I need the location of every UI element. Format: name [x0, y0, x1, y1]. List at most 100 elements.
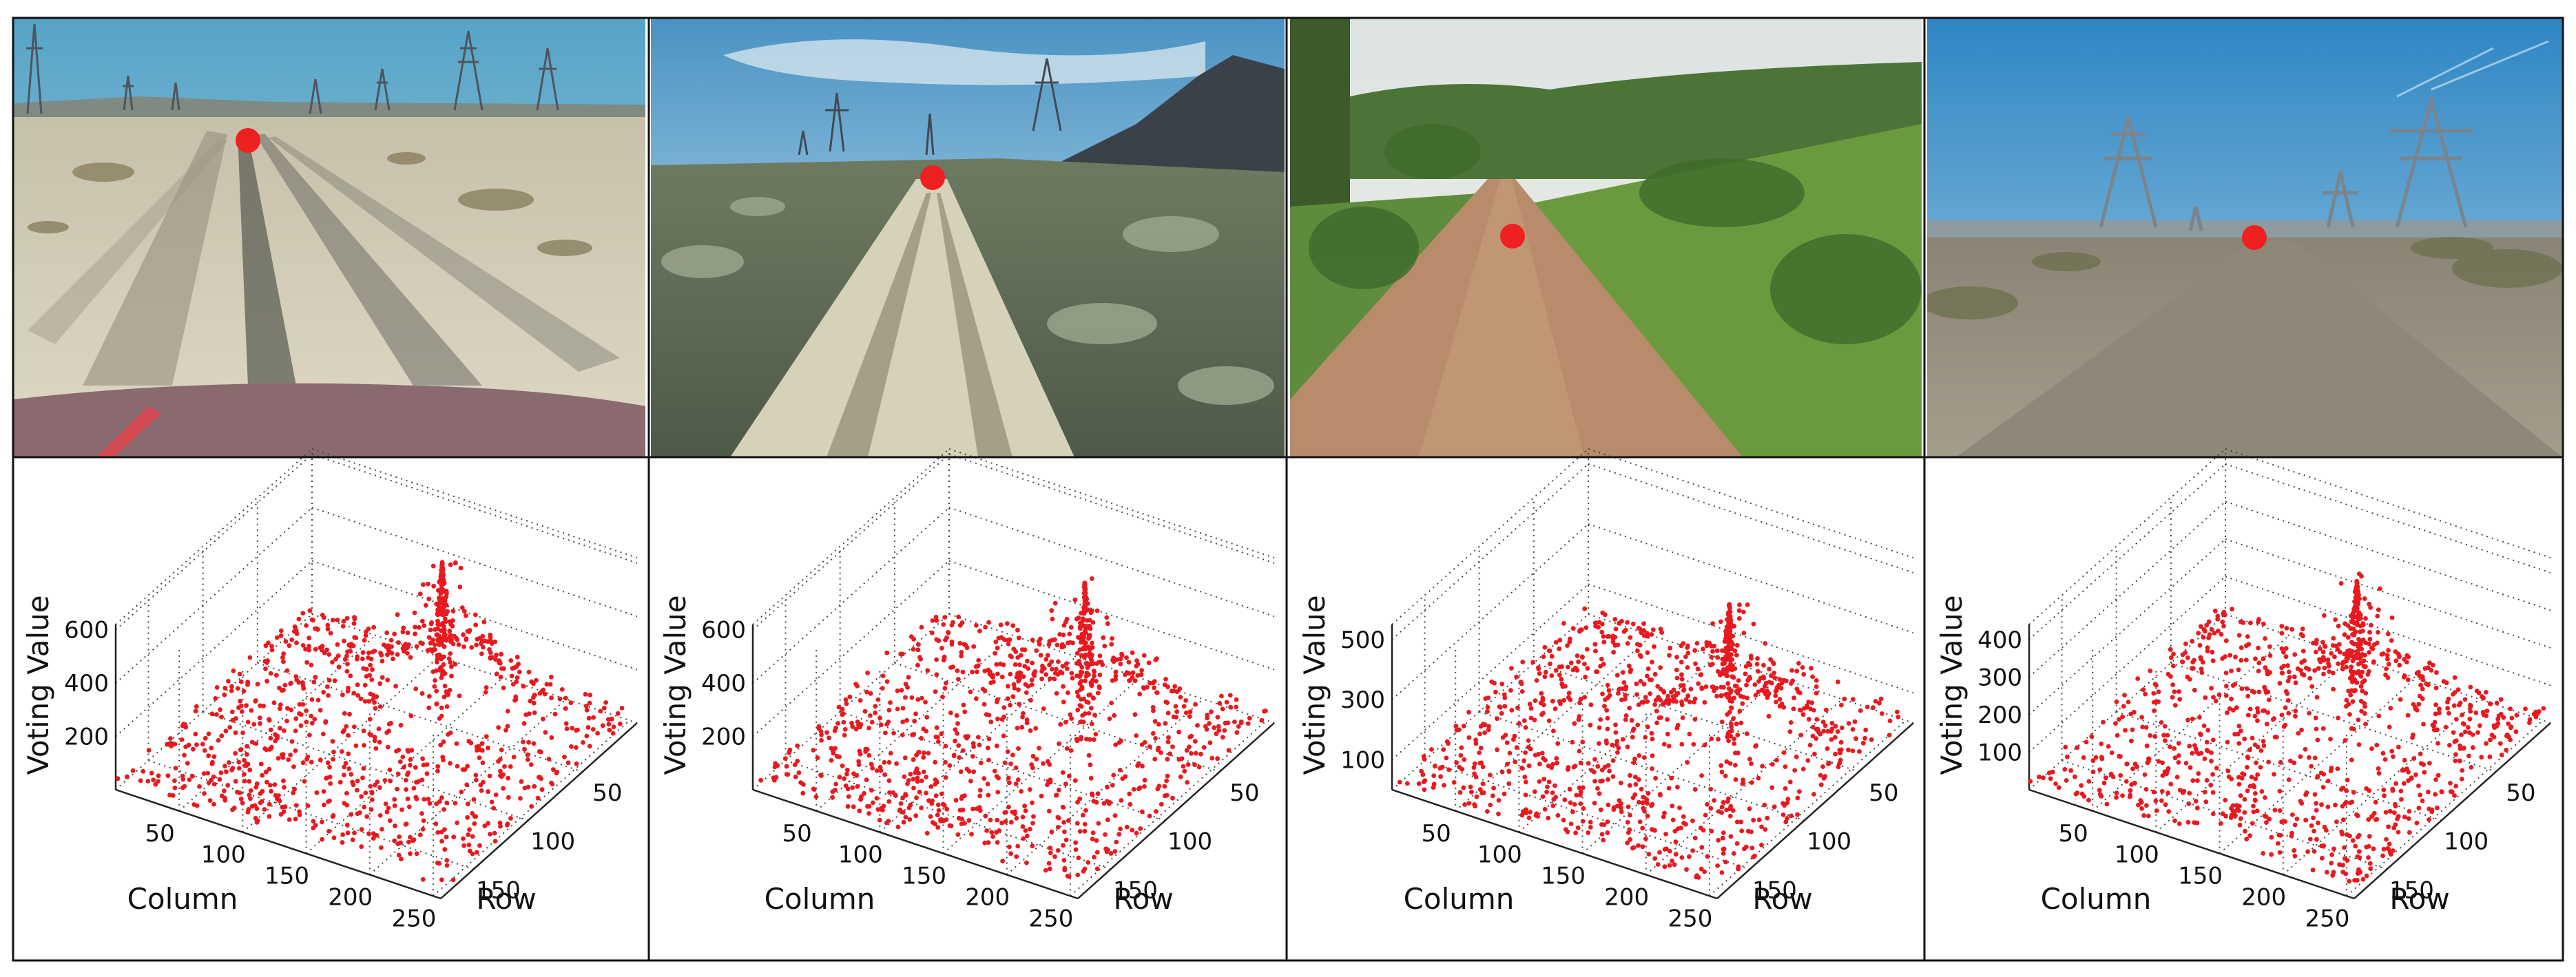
scatter-point — [2396, 744, 2401, 750]
scatter-point — [2382, 757, 2388, 762]
scatter-point — [784, 764, 789, 769]
scatter-point — [466, 832, 471, 837]
scatter-point — [1652, 671, 1658, 677]
scatter-point — [1006, 642, 1011, 647]
scatter-point — [1010, 694, 1016, 700]
scatter-point — [2209, 750, 2214, 755]
scatter-point — [2262, 813, 2267, 819]
scatter-point — [405, 796, 411, 801]
scatter-point — [877, 715, 882, 721]
scatter-point — [1644, 797, 1650, 802]
scatter-point — [467, 827, 472, 832]
scatter-point — [995, 716, 1000, 722]
scatter-point — [1020, 824, 1026, 829]
scatter-point — [479, 651, 484, 656]
scatter-point — [2117, 717, 2121, 722]
scatter-point — [1061, 843, 1066, 848]
scatter-point — [2198, 624, 2203, 629]
scatter-point — [1721, 800, 1726, 805]
scatter-point — [1736, 678, 1741, 683]
scatter-point — [1635, 722, 1641, 728]
scatter-point — [2386, 662, 2391, 666]
scatter-point — [1083, 678, 1088, 684]
scatter-point — [1041, 706, 1046, 711]
scatter-point — [981, 702, 987, 707]
scatter-point — [2267, 644, 2272, 649]
scatter-point — [2300, 649, 2306, 653]
scatter-point — [2470, 745, 2475, 750]
scatter-point — [1008, 761, 1013, 766]
scatter-point — [1060, 770, 1066, 775]
scatter-point — [2367, 650, 2372, 655]
scatter-point — [247, 779, 252, 784]
scatter-point — [1592, 642, 1598, 647]
scatter-point — [337, 779, 343, 785]
scatter-point — [2361, 658, 2367, 664]
scatter-point — [1567, 787, 1572, 792]
scatter-point — [600, 723, 605, 728]
scatter-point — [342, 801, 347, 806]
scatter-point — [2475, 730, 2480, 735]
scatter-point — [1787, 729, 1793, 734]
scatter-point — [313, 626, 318, 631]
scatter-point — [1550, 803, 1556, 808]
scatter-point — [283, 639, 289, 644]
scatter-point — [772, 764, 778, 770]
scatter-point — [2252, 797, 2258, 803]
scatter-point — [2174, 775, 2180, 780]
scatter-point — [2285, 698, 2291, 703]
scatter-point — [926, 750, 931, 756]
scatter-point — [1599, 629, 1605, 635]
scatter-point — [179, 737, 185, 742]
scatter-point — [439, 795, 444, 800]
scatter-point — [1584, 647, 1590, 652]
scatter-point — [1469, 789, 1474, 795]
scatter-point — [1734, 642, 1740, 648]
scatter-point — [2267, 817, 2272, 822]
scatter-point — [1079, 653, 1084, 658]
scatter-point — [1781, 704, 1787, 710]
scatter-point — [1628, 635, 1633, 640]
scatter-point — [1613, 730, 1619, 735]
scatter-point — [442, 807, 446, 812]
scatter-point — [2437, 706, 2442, 712]
x-tick-label: 50 — [1422, 820, 1451, 848]
scatter-point — [1632, 792, 1638, 797]
scatter-point — [1636, 625, 1641, 631]
scatter-point — [2451, 730, 2456, 735]
scatter-point — [1582, 606, 1588, 611]
scatter-point — [483, 690, 488, 695]
scatter-point — [1645, 724, 1650, 730]
scatter-point — [1082, 821, 1088, 827]
scatter-point — [1097, 653, 1103, 658]
scatter-point — [286, 757, 291, 762]
scatter-point — [793, 774, 798, 779]
scatter-point — [875, 697, 881, 702]
scatter-point — [946, 630, 951, 635]
scatter-point — [539, 787, 545, 792]
scatter-point — [242, 779, 247, 784]
scatter-point — [1710, 649, 1715, 654]
scatter-point — [1705, 854, 1710, 859]
scatter-point — [2416, 702, 2422, 707]
scatter-point — [420, 641, 425, 647]
scatter-point — [2272, 808, 2278, 812]
scatter-point — [2176, 741, 2181, 746]
scatter-point — [2407, 830, 2412, 835]
scatter-point — [461, 836, 466, 841]
scatter-point — [1672, 862, 1677, 868]
scatter-point — [1546, 718, 1552, 724]
scatter-point — [591, 715, 596, 720]
scatter-point — [1022, 803, 1027, 809]
scatter-point — [2099, 742, 2104, 746]
scatter-point — [1015, 726, 1020, 731]
scatter-point — [919, 735, 924, 741]
scatter-point — [1495, 716, 1499, 722]
scatter-point — [2452, 690, 2458, 695]
scatter-point — [2316, 666, 2321, 671]
scatter-point — [903, 815, 908, 820]
scatter-point — [2097, 767, 2103, 773]
scatter-point — [1173, 704, 1178, 709]
z-tick-label: 200 — [701, 724, 746, 751]
scatter-point — [345, 830, 351, 836]
